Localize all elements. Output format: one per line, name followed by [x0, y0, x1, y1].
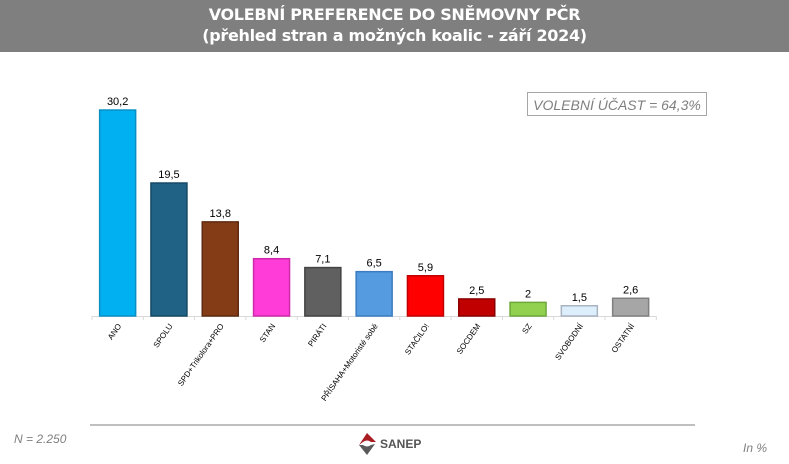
sample-size-label: N = 2.250	[14, 432, 67, 446]
unit-label: In %	[743, 441, 768, 455]
bar-socdem	[458, 298, 496, 317]
x-tick-label: SPOLU	[152, 322, 175, 350]
data-label: 19,5	[158, 169, 179, 181]
bar-spd-trikolora-pro	[201, 221, 239, 317]
data-label: 5,9	[418, 262, 433, 274]
bar-sta-ilo-	[406, 275, 445, 317]
x-tick-label: SVOBODNÍ	[553, 321, 585, 361]
sanep-logo-icon	[359, 433, 376, 455]
x-tick-label: PIRÁTI	[306, 322, 328, 348]
logo-text: SANEP	[380, 437, 422, 451]
turnout-annotation: VOLEBNÍ ÚČAST = 64,3%	[527, 92, 707, 116]
data-label: 30,2	[107, 96, 128, 108]
bar-spolu	[150, 182, 188, 317]
x-tick-label: PŘÍSAHA+Motoristé sobě	[319, 322, 380, 403]
bar-ostatn-	[611, 297, 650, 317]
x-tick-label: STAČILO!	[403, 322, 431, 357]
data-label: 13,8	[210, 208, 231, 220]
x-tick-label: OSTATNÍ	[610, 321, 637, 354]
data-label: 2	[525, 288, 531, 300]
x-tick-label: STAN	[258, 322, 277, 344]
bar-ano	[98, 109, 137, 317]
x-tick-label: SZ	[520, 322, 533, 336]
bar-p-saha-motorist-sob-	[355, 270, 393, 317]
bar-chart: 30,2 ANO 19,5 SPOLU 13,8 SPD+Trikolora+PRO 8,4…	[91, 96, 657, 403]
bar-pir-ti	[304, 266, 342, 317]
data-label: 7,1	[315, 254, 330, 266]
x-tick-label: SPD+Trikolora+PRO	[176, 322, 226, 388]
sanep-logo: SANEP	[357, 433, 421, 455]
bar-svobodn-	[560, 305, 599, 317]
chart-subtitle: (přehled stran a možných koalic - září 2…	[202, 26, 587, 45]
x-tick-label: SOCDEM	[455, 322, 483, 356]
chart-title: VOLEBNÍ PREFERENCE DO SNĚMOVNY PČR	[208, 5, 581, 24]
data-label: 1,5	[572, 292, 587, 304]
data-label: 8,4	[264, 245, 279, 257]
x-tick-label: ANO	[106, 322, 123, 341]
data-label: 6,5	[367, 258, 382, 270]
chart-header: VOLEBNÍ PREFERENCE DO SNĚMOVNY PČR (přeh…	[0, 0, 789, 52]
footer-divider	[90, 424, 695, 426]
bar-stan	[252, 257, 291, 317]
data-label: 2,5	[469, 285, 484, 297]
data-label: 2,6	[623, 284, 638, 296]
bar-sz	[509, 301, 547, 317]
